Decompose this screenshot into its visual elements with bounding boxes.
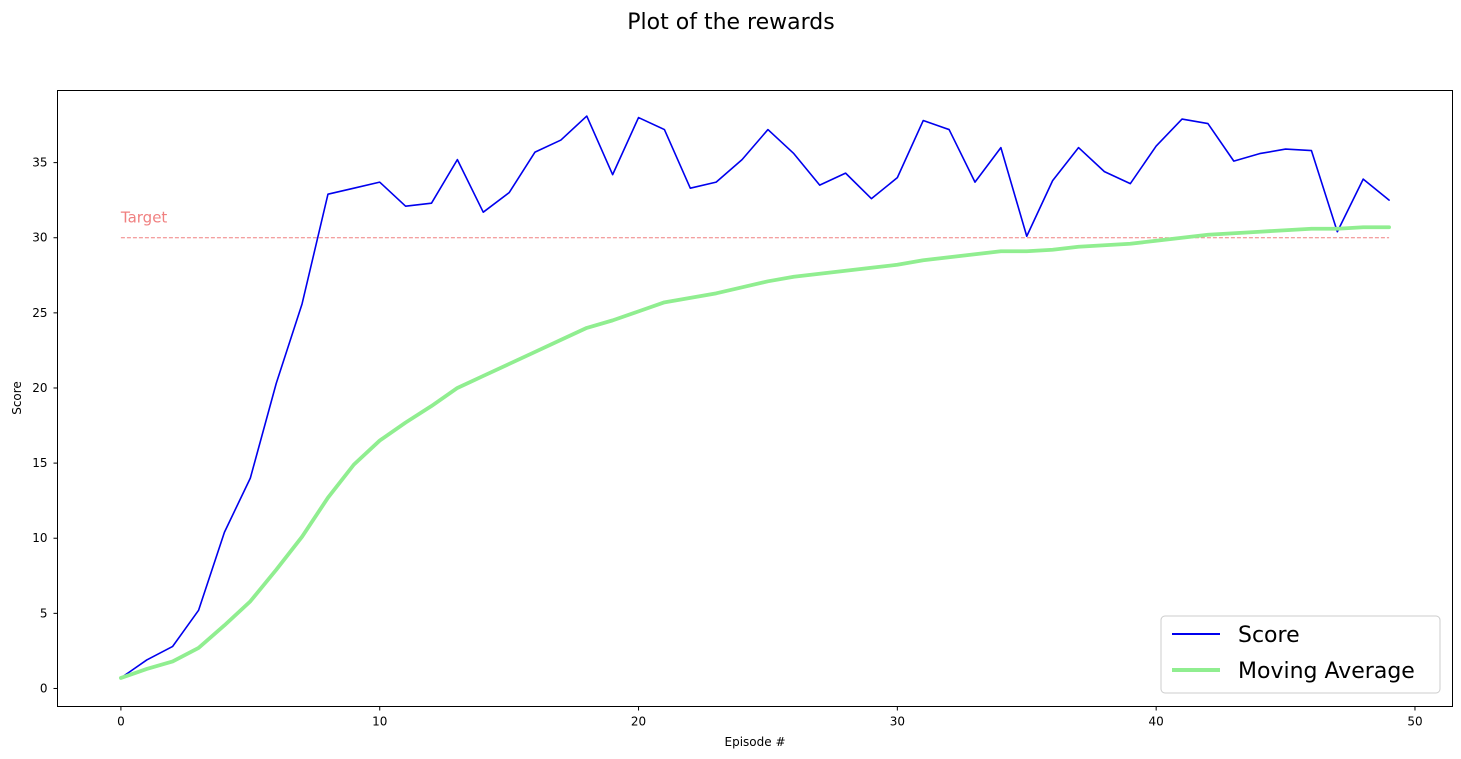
y-tick-label: 5: [40, 606, 48, 620]
chart-legend: Score Moving Average: [1160, 615, 1441, 694]
score-line: [120, 115, 1390, 679]
axes-frame: [57, 90, 1453, 707]
y-tick-label: 0: [40, 681, 48, 695]
moving-average-line: [119, 225, 1391, 680]
x-tick-label: 20: [631, 715, 646, 729]
legend-box: [1160, 615, 1441, 694]
score-line-group: [120, 115, 1390, 679]
x-tick-label: 0: [117, 715, 125, 729]
y-axis: 0 5 10 15 20 25 30 35: [32, 156, 58, 695]
y-tick-label: 10: [32, 531, 47, 545]
chart-title: Plot of the rewards: [627, 10, 834, 35]
y-tick-label: 25: [32, 306, 47, 320]
x-axis: 0 10 20 30 40 50: [117, 706, 1423, 729]
y-tick-label: 35: [32, 156, 47, 170]
y-tick-label: 15: [32, 456, 47, 470]
x-tick-label: 40: [1149, 715, 1164, 729]
legend-label-moving-average: Moving Average: [1238, 659, 1415, 684]
x-axis-label: Episode #: [725, 735, 786, 749]
legend-label-score: Score: [1238, 623, 1300, 648]
moving-average-line-group: [119, 225, 1391, 680]
x-tick-label: 50: [1407, 715, 1422, 729]
target-label: Target: [120, 209, 168, 227]
x-tick-label: 10: [372, 715, 387, 729]
y-tick-label: 20: [32, 381, 47, 395]
y-tick-label: 30: [32, 231, 47, 245]
plot-area: Target: [119, 115, 1391, 680]
x-tick-label: 30: [890, 715, 905, 729]
y-axis-label: Score: [10, 381, 24, 415]
